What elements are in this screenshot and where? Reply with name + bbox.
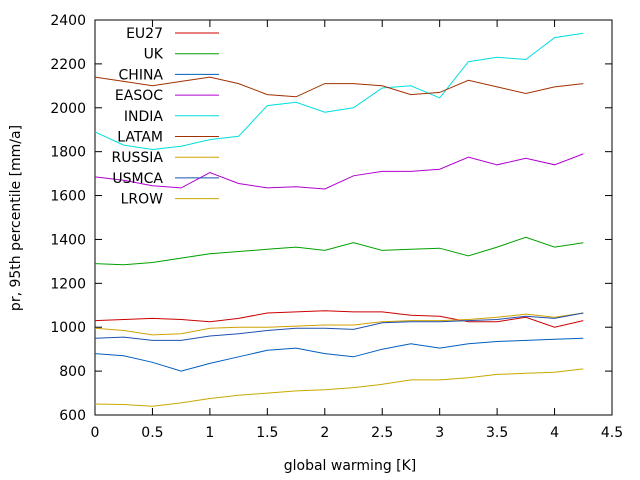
y-tick-label: 1000 xyxy=(50,320,86,336)
x-tick-label: 4 xyxy=(550,425,559,441)
y-tick-label: 1400 xyxy=(50,232,86,248)
x-tick-label: 2.5 xyxy=(371,425,393,441)
legend-label-russia: RUSSIA xyxy=(112,150,164,166)
y-tick-label: 1600 xyxy=(50,189,86,205)
series-line-latam xyxy=(94,76,584,98)
y-tick-label: 2000 xyxy=(50,101,86,117)
x-tick-label: 2 xyxy=(320,425,329,441)
y-tick-label: 2200 xyxy=(50,57,86,73)
legend-label-eu27: EU27 xyxy=(126,26,163,42)
y-tick-label: 800 xyxy=(59,364,86,380)
series-line-russia xyxy=(94,312,584,336)
x-tick-label: 1 xyxy=(205,425,214,441)
x-axis-label: global warming [K] xyxy=(284,458,417,474)
y-tick-label: 2400 xyxy=(50,13,86,29)
x-tick-label: 1.5 xyxy=(256,425,278,441)
series-line-india xyxy=(94,32,584,151)
x-tick-label: 3.5 xyxy=(486,425,508,441)
legend-label-china: CHINA xyxy=(119,67,164,83)
legend-label-india: INDIA xyxy=(124,109,164,125)
legend-label-lrow: LROW xyxy=(121,192,164,208)
x-tick-label: 0 xyxy=(91,425,100,441)
x-tick-label: 4.5 xyxy=(601,425,623,441)
legend-label-latam: LATAM xyxy=(117,130,163,146)
y-axis-label: pr, 95th percentile [mm/a] xyxy=(8,125,24,311)
y-tick-label: 1200 xyxy=(50,276,86,292)
series-line-uk xyxy=(94,236,584,266)
legend-label-usmca: USMCA xyxy=(112,171,163,187)
legend: EU27 UK CHINA EASOC INDIA LATAM RUSSIA USMCA LRO… xyxy=(112,26,219,208)
series-line-china xyxy=(94,337,584,372)
x-tick-label: 3 xyxy=(435,425,444,441)
y-tick-label: 600 xyxy=(59,408,86,424)
y-tick-label: 1800 xyxy=(50,145,86,161)
series-lines xyxy=(94,32,584,407)
series-line-easoc xyxy=(94,153,584,190)
plot-frame xyxy=(94,19,613,416)
series-line-usmca xyxy=(94,312,584,341)
y-axis-ticks: 600 800 1000 1200 1400 1600 1800 2000 2200 2400 xyxy=(50,13,612,424)
series-line-lrow xyxy=(94,368,584,407)
legend-label-easoc: EASOC xyxy=(115,88,163,104)
x-tick-label: 0.5 xyxy=(141,425,163,441)
series-line-eu27 xyxy=(94,310,584,328)
x-axis-ticks: 0 0.5 1 1.5 2 2.5 3 3.5 4 4.5 xyxy=(91,20,623,441)
legend-label-uk: UK xyxy=(144,47,164,63)
